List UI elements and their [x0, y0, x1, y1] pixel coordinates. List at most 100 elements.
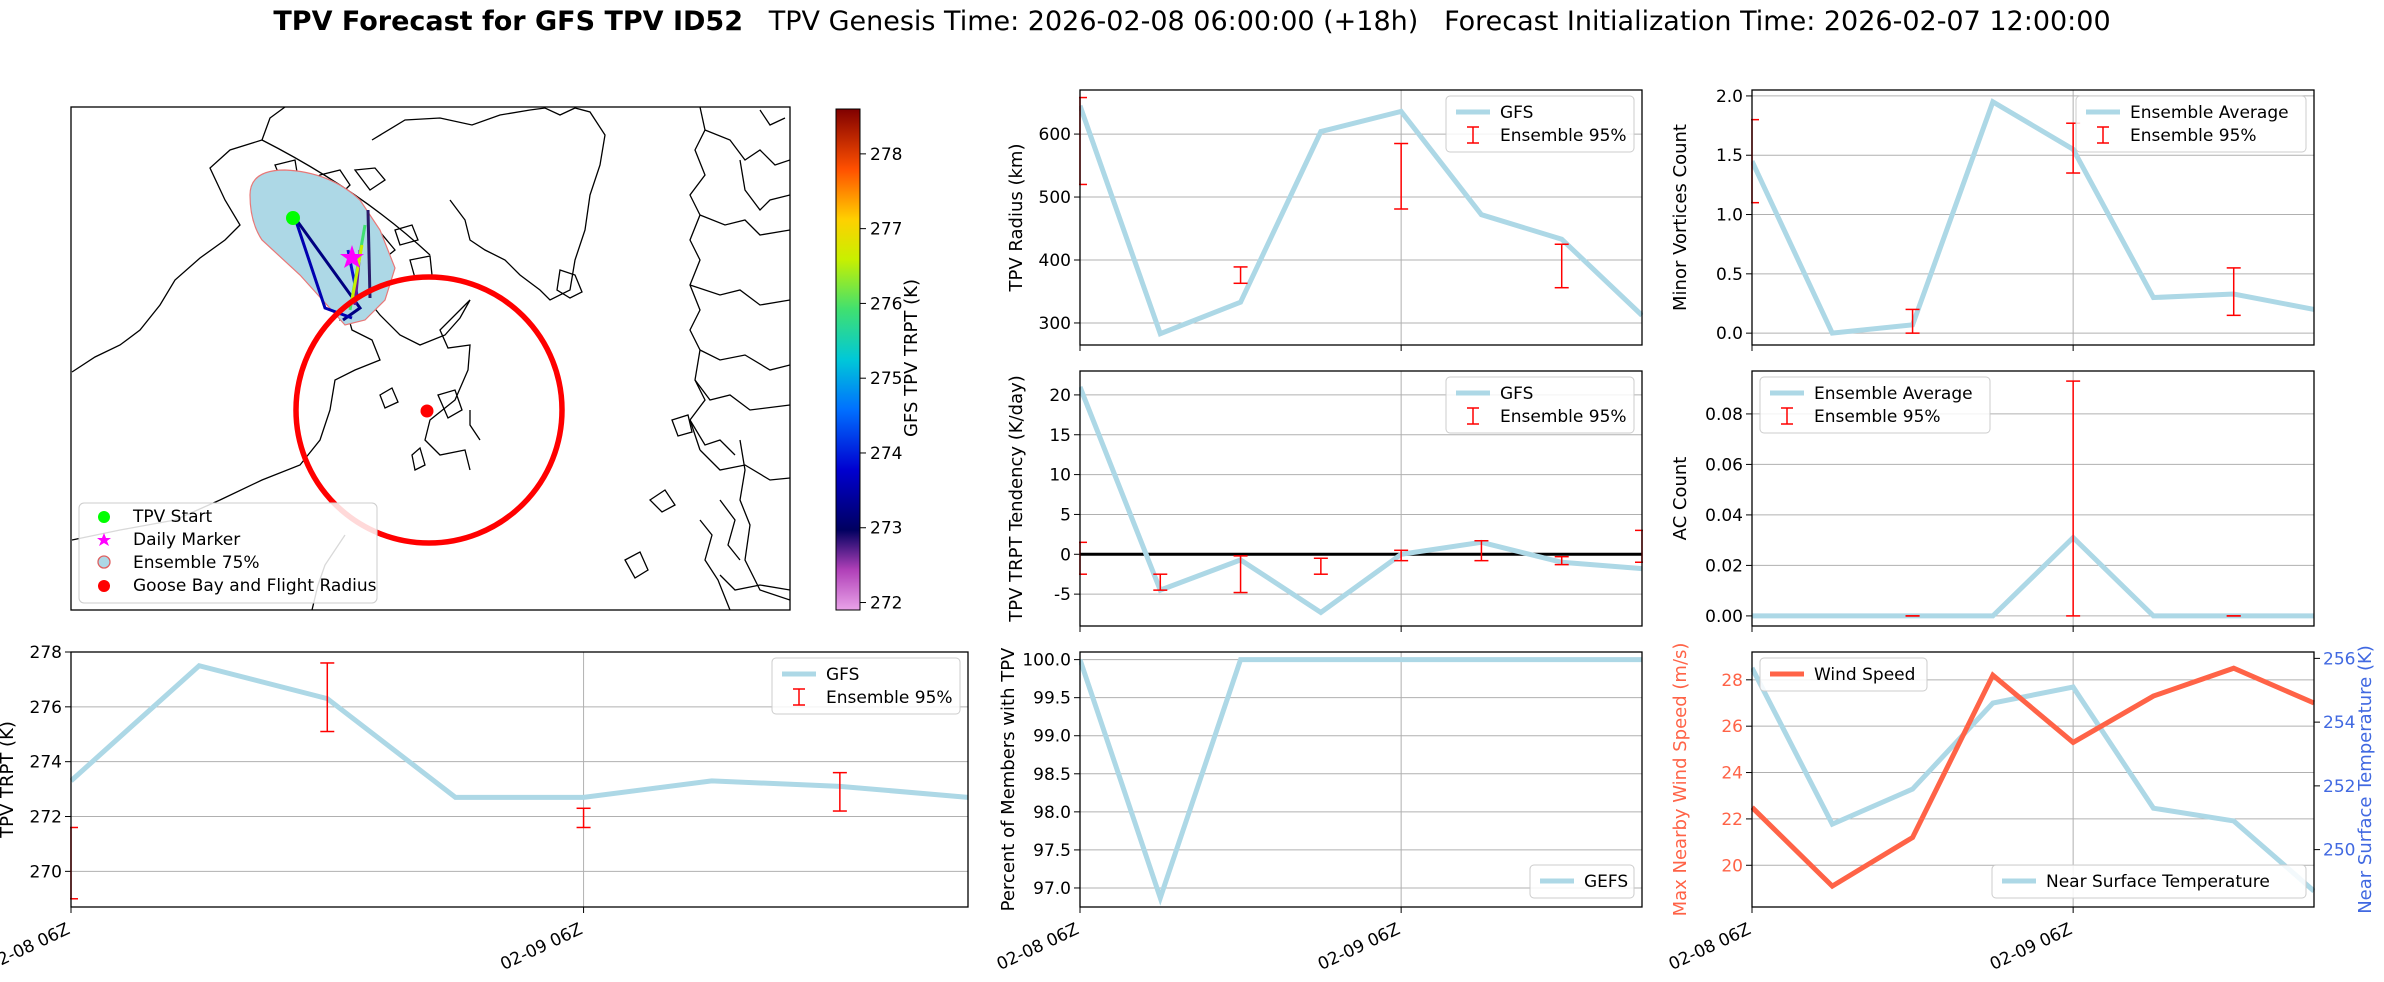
y-tick-label: 274 [30, 753, 62, 773]
map-panel: TPV Start Daily Marker Ensemble 75% Goos… [71, 107, 922, 614]
colorbar-tick-label: 273 [870, 519, 902, 539]
legend: GEFS [1530, 865, 1634, 898]
y-right-tick-label: 256 [2323, 649, 2355, 669]
goose-bay-marker [421, 405, 434, 418]
legend: Ensemble Average Ensemble 95% [2076, 96, 2306, 152]
legend-label: GFS [826, 665, 859, 685]
legend: Near Surface Temperature [1992, 865, 2306, 898]
y-tick-label: 20 [1049, 386, 1071, 406]
y-tick-label: 600 [1039, 125, 1071, 145]
legend: Wind Speed [1760, 658, 1927, 691]
y-tick-label: 28 [1721, 671, 1743, 691]
y-tick-label: 24 [1721, 764, 1743, 784]
legend-label: Wind Speed [1814, 665, 1915, 685]
y-tick-label: 0 [1060, 545, 1071, 565]
legend-label: Ensemble 95% [2130, 126, 2257, 146]
legend-label: GEFS [1584, 872, 1628, 892]
y-tick-label: 400 [1039, 251, 1071, 271]
y-tick-label: 0.0 [1716, 324, 1743, 344]
colorbar-tick-label: 275 [870, 369, 902, 389]
y-axis-label: AC Count [1670, 457, 1691, 541]
y-right-tick-label: 254 [2323, 713, 2355, 733]
y-tick-label: 1.5 [1716, 146, 1743, 166]
colorbar-tick-label: 277 [870, 220, 902, 240]
y-tick-label: 1.0 [1716, 206, 1743, 226]
y-tick-label: 0.08 [1705, 405, 1743, 425]
y-tick-label: 0.00 [1705, 607, 1743, 627]
y-axis-label: Percent of Members with TPV [998, 647, 1019, 911]
x-tick-label: 02-08 06Z [1666, 919, 1754, 974]
y-tick-label: 100.0 [1022, 651, 1071, 671]
y-tick-label: 26 [1721, 717, 1743, 737]
y-tick-label: 22 [1721, 810, 1743, 830]
legend-start-swatch [98, 511, 110, 523]
y-axis-right-label: Near Surface Temperature (K) [2355, 645, 2376, 914]
minor-vortices-panel: 0.0 0.5 1.0 1.5 2.0 Minor Vortices Count Ensem… [1670, 87, 2314, 351]
y-right-tick-label: 252 [2323, 777, 2355, 797]
colorbar-label: GFS TPV TRPT (K) [901, 279, 922, 437]
y-right-tick-label: 250 [2323, 841, 2355, 861]
y-tick-label: 15 [1049, 426, 1071, 446]
y-tick-label: 276 [30, 698, 62, 718]
colorbar-tick-label: 274 [870, 444, 902, 464]
legend-label: Ensemble 95% [1814, 407, 1941, 427]
y-tick-label: 278 [30, 643, 62, 663]
y-tick-label: 270 [30, 862, 62, 882]
y-tick-label: 97.5 [1033, 841, 1071, 861]
legend-goose-bay: Goose Bay and Flight Radius [133, 576, 377, 596]
y-axis-label: Max Nearby Wind Speed (m/s) [1670, 643, 1691, 917]
y-tick-label: 500 [1039, 188, 1071, 208]
y-tick-label: 0.5 [1716, 265, 1743, 285]
y-axis-label: TPV TRPT Tendency (K/day) [1006, 375, 1027, 623]
radius-panel: 300 400 500 600 TPV Radius (km) GFS Ensemble 9… [1006, 90, 1642, 351]
colorbar: 272 273 274 275 276 277 278 GFS TPV TRPT (K) [836, 109, 922, 614]
legend-label: Ensemble 95% [1500, 407, 1627, 427]
colorbar-tick-label: 272 [870, 594, 902, 614]
y-tick-label: 272 [30, 808, 62, 828]
legend: GFS Ensemble 95% [1446, 96, 1634, 152]
legend: GFS Ensemble 95% [772, 658, 960, 714]
colorbar-tick-label: 276 [870, 294, 902, 314]
x-tick-label: 02-09 06Z [1987, 919, 2075, 974]
colorbar-tick-label: 278 [870, 145, 902, 165]
legend-daily-marker: Daily Marker [133, 530, 240, 550]
trpt-panel: 270 272 274 276 278 02-08 06Z 02-09 06Z TPV TRP… [0, 643, 968, 975]
x-tick-label: 02-08 06Z [0, 919, 73, 974]
legend-label: Near Surface Temperature [2046, 872, 2270, 892]
map-legend: TPV Start Daily Marker Ensemble 75% Goos… [79, 503, 377, 603]
tendency-panel: -5 0 5 10 15 20 TPV TRPT Tendency (K/day) GFS En… [1006, 371, 1649, 632]
y-tick-label: 0.04 [1705, 506, 1743, 526]
y-tick-label: 0.06 [1705, 455, 1743, 475]
y-tick-label: 10 [1049, 466, 1071, 486]
x-tick-label: 02-09 06Z [497, 919, 585, 974]
legend-ensemble-75: Ensemble 75% [133, 553, 260, 573]
figure-canvas: TPV Start Daily Marker Ensemble 75% Goos… [0, 0, 2384, 982]
y-tick-label: 98.0 [1033, 803, 1071, 823]
legend-label: GFS [1500, 384, 1533, 404]
y-tick-label: 2.0 [1716, 87, 1743, 107]
colorbar-gradient [836, 109, 860, 610]
legend-label: Ensemble Average [1814, 384, 1973, 404]
y-tick-label: 20 [1721, 856, 1743, 876]
y-axis-label: Minor Vortices Count [1670, 124, 1691, 311]
y-tick-label: 98.5 [1033, 765, 1071, 785]
y-tick-label: 99.0 [1033, 727, 1071, 747]
y-tick-label: 99.5 [1033, 689, 1071, 709]
legend: GFS Ensemble 95% [1446, 377, 1634, 433]
legend-ensemble-swatch [98, 556, 110, 568]
percent-members-panel: 97.0 97.5 98.0 98.5 99.0 99.5 100.0 02-08 06Z 02… [994, 647, 1642, 975]
legend-goose-swatch [98, 580, 110, 592]
colorbar-ticks: 272 273 274 275 276 277 278 [860, 145, 902, 614]
legend-tpv-start: TPV Start [132, 507, 213, 527]
y-tick-label: -5 [1054, 585, 1071, 605]
x-tick-label: 02-09 06Z [1315, 919, 1403, 974]
legend: Ensemble Average Ensemble 95% [1760, 377, 1990, 433]
tpv-start-marker [286, 211, 300, 225]
y-tick-label: 300 [1039, 314, 1071, 334]
y-axis-label: TPV TRPT (K) [0, 721, 18, 839]
ac-count-panel: 0.00 0.02 0.04 0.06 0.08 AC Count Ensemble Ave… [1670, 371, 2314, 632]
legend-label: Ensemble Average [2130, 103, 2289, 123]
y-axis-label: TPV Radius (km) [1006, 144, 1027, 293]
y-tick-label: 5 [1060, 505, 1071, 525]
legend-label: Ensemble 95% [1500, 126, 1627, 146]
